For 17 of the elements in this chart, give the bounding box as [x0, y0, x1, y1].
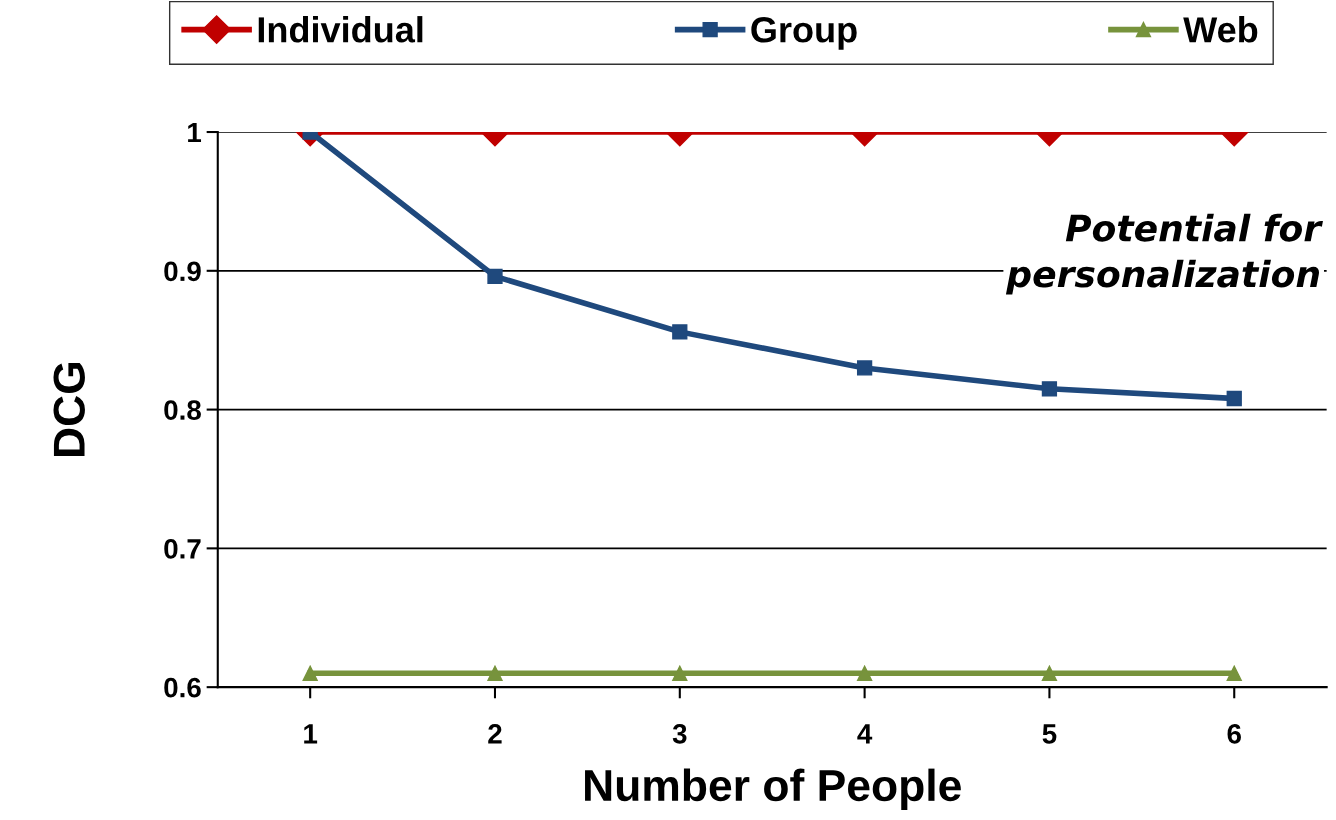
x-tick-label: 6 [1227, 724, 1241, 744]
y-tick-label: 0.7 [164, 539, 201, 559]
x-tick-label: 5 [1042, 724, 1057, 744]
y-tick-label: 0.6 [164, 677, 201, 698]
y-tick-label: 0.8 [164, 400, 201, 420]
y-axis-title: DCG [53, 362, 85, 456]
legend-label: Group [751, 17, 857, 50]
legend-label: Individual [258, 16, 423, 43]
y-tick-label: 0.9 [164, 261, 201, 282]
x-tick-label: 3 [672, 724, 687, 744]
x-tick-label: 1 [304, 724, 318, 744]
y-tick-label: 1 [188, 122, 202, 143]
x-axis-title: Number of People [585, 768, 961, 811]
annotation: Potential for personalization [1005, 213, 1323, 295]
x-tick-label: 2 [488, 724, 502, 744]
legend-label: Web [1183, 16, 1258, 43]
x-tick-label: 4 [857, 724, 873, 744]
